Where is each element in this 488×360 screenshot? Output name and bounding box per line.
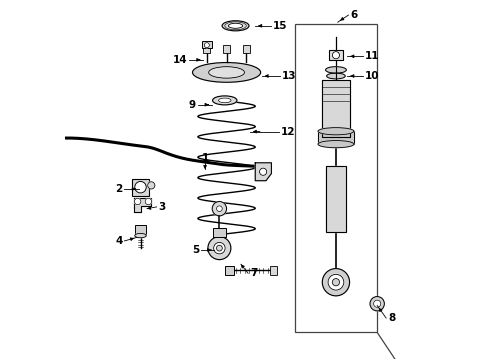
Circle shape <box>322 269 349 296</box>
Polygon shape <box>134 198 151 212</box>
FancyBboxPatch shape <box>131 179 149 196</box>
Circle shape <box>207 237 230 260</box>
Circle shape <box>373 300 380 307</box>
Circle shape <box>327 274 343 290</box>
Polygon shape <box>255 163 271 181</box>
FancyBboxPatch shape <box>135 225 146 234</box>
FancyBboxPatch shape <box>203 45 210 53</box>
Ellipse shape <box>192 63 260 82</box>
Ellipse shape <box>317 128 353 135</box>
Text: 4: 4 <box>115 236 122 246</box>
Text: 14: 14 <box>172 55 187 65</box>
Ellipse shape <box>135 233 146 238</box>
Ellipse shape <box>228 23 242 28</box>
Circle shape <box>332 51 339 59</box>
Circle shape <box>204 42 209 48</box>
Ellipse shape <box>317 140 353 148</box>
Circle shape <box>332 279 339 286</box>
Circle shape <box>259 168 266 175</box>
Text: 7: 7 <box>249 268 257 278</box>
Circle shape <box>369 297 384 311</box>
FancyBboxPatch shape <box>202 41 211 48</box>
Ellipse shape <box>212 96 237 105</box>
Text: 2: 2 <box>115 184 122 194</box>
FancyBboxPatch shape <box>224 266 233 275</box>
FancyBboxPatch shape <box>242 45 249 53</box>
Text: 10: 10 <box>364 71 378 81</box>
Bar <box>325 166 346 232</box>
Text: 8: 8 <box>387 313 394 323</box>
Ellipse shape <box>326 73 345 79</box>
Text: 13: 13 <box>282 71 296 81</box>
Circle shape <box>212 202 226 216</box>
Bar <box>317 131 353 144</box>
Text: 9: 9 <box>188 100 196 110</box>
FancyBboxPatch shape <box>223 45 230 53</box>
Bar <box>294 24 376 332</box>
Bar <box>322 80 349 137</box>
Circle shape <box>134 198 141 205</box>
Bar <box>317 131 353 144</box>
Circle shape <box>216 245 222 251</box>
Ellipse shape <box>208 67 244 78</box>
Text: 12: 12 <box>280 127 294 136</box>
Bar <box>322 80 349 137</box>
Circle shape <box>145 198 151 205</box>
Ellipse shape <box>222 21 248 31</box>
FancyBboxPatch shape <box>269 266 277 275</box>
FancyBboxPatch shape <box>212 228 225 237</box>
Text: 5: 5 <box>192 245 199 255</box>
Circle shape <box>213 242 224 254</box>
Circle shape <box>147 182 155 189</box>
Ellipse shape <box>218 98 230 103</box>
Ellipse shape <box>325 67 346 73</box>
Circle shape <box>216 206 222 212</box>
Text: 11: 11 <box>364 51 378 61</box>
Text: 15: 15 <box>273 21 287 31</box>
Circle shape <box>135 181 146 193</box>
Text: 6: 6 <box>349 10 357 20</box>
FancyBboxPatch shape <box>328 50 343 60</box>
Text: 1: 1 <box>201 153 208 163</box>
Text: 3: 3 <box>158 202 165 212</box>
Bar <box>325 166 346 232</box>
